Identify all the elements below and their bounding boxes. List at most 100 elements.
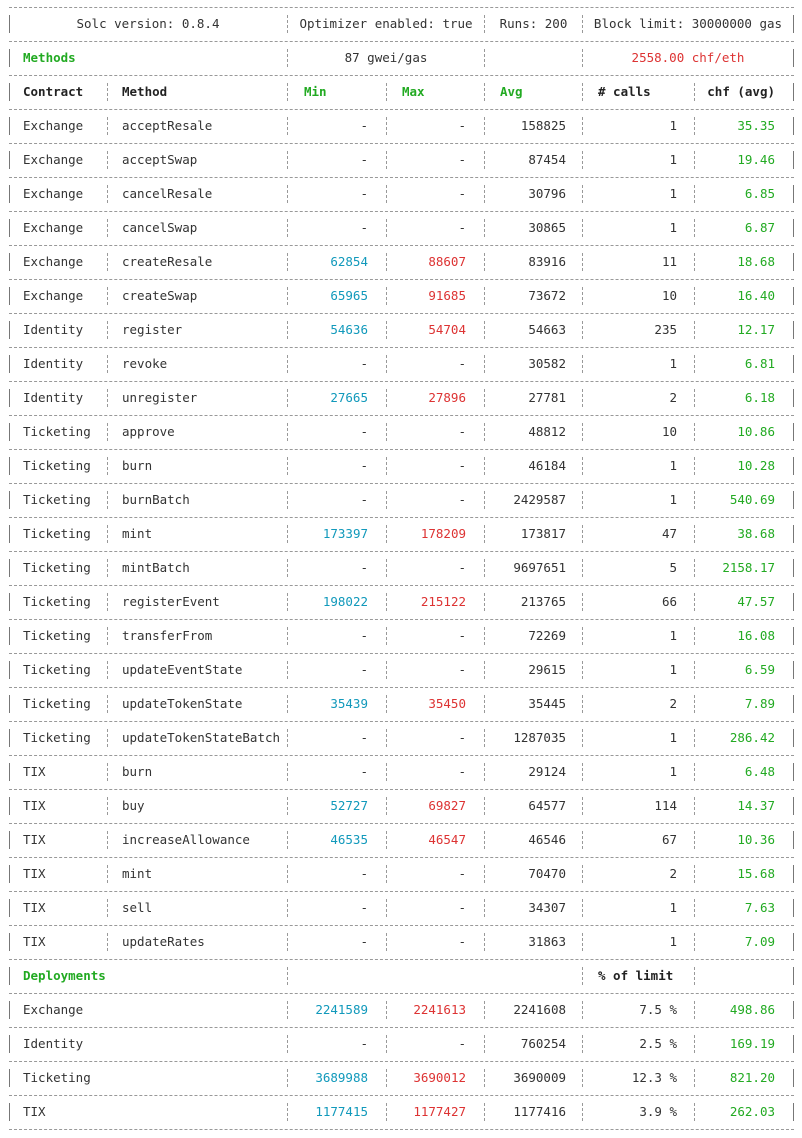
avg-gas: 46184: [528, 458, 566, 473]
contract-name: Exchange: [23, 1002, 84, 1017]
column-divider: [694, 933, 695, 951]
row-divider: [9, 551, 794, 552]
column-divider: [484, 457, 485, 475]
column-divider: [107, 797, 108, 815]
max-gas: -: [458, 866, 466, 881]
column-divider: [287, 661, 288, 679]
column-divider: [287, 695, 288, 713]
method-name: registerEvent: [122, 594, 220, 609]
column-divider: [287, 389, 288, 407]
avg-gas: 29124: [528, 764, 566, 779]
column-divider: [287, 967, 288, 985]
methods-section-row: Methods 87 gwei/gas 2558.00 chf/eth: [0, 41, 802, 75]
avg-cost: 16.40: [737, 288, 775, 303]
row-divider: [9, 177, 794, 178]
column-divider: [582, 763, 583, 781]
column-divider: [107, 321, 108, 339]
column-divider: [386, 389, 387, 407]
column-divider: [107, 389, 108, 407]
max-gas: 215122: [420, 594, 466, 609]
contract-name: Exchange: [23, 254, 84, 269]
column-divider: [484, 933, 485, 951]
max-gas: -: [458, 560, 466, 575]
row-divider: [9, 347, 794, 348]
table-row: Identity revoke - - 30582 1 6.81: [0, 347, 802, 381]
row-divider: [9, 687, 794, 688]
column-divider: [694, 627, 695, 645]
column-divider: [287, 627, 288, 645]
column-divider: [287, 253, 288, 271]
column-divider: [484, 661, 485, 679]
avg-gas: 83916: [528, 254, 566, 269]
call-count: 1: [669, 458, 677, 473]
contract-name: Identity: [23, 356, 84, 371]
min-gas: -: [360, 492, 368, 507]
column-divider: [386, 253, 387, 271]
min-gas: -: [360, 356, 368, 371]
max-gas: -: [458, 118, 466, 133]
right-border: [793, 593, 794, 611]
min-gas: -: [360, 628, 368, 643]
method-name: cancelSwap: [122, 220, 198, 235]
column-divider: [582, 355, 583, 373]
column-divider: [484, 1035, 485, 1053]
row-divider: [9, 381, 794, 382]
avg-gas: 1177416: [513, 1104, 566, 1119]
max-gas: 88607: [428, 254, 466, 269]
left-border: [9, 661, 10, 679]
avg-cost: 10.86: [737, 424, 775, 439]
table-row: Exchange cancelResale - - 30796 1 6.85: [0, 177, 802, 211]
row-divider: [9, 823, 794, 824]
row-divider: [9, 415, 794, 416]
call-count: 1: [669, 900, 677, 915]
left-border: [9, 117, 10, 135]
column-divider: [582, 185, 583, 203]
column-divider: [484, 899, 485, 917]
column-divider: [287, 763, 288, 781]
max-gas: -: [458, 1036, 466, 1051]
column-divider: [582, 525, 583, 543]
column-divider: [107, 219, 108, 237]
deployments-section-row: Deployments % of limit: [0, 959, 802, 993]
left-border: [9, 865, 10, 883]
table-row: Exchange acceptSwap - - 87454 1 19.46: [0, 143, 802, 177]
column-divider: [484, 1001, 485, 1019]
column-divider: [107, 695, 108, 713]
right-border: [793, 1103, 794, 1121]
left-border: [9, 1001, 10, 1019]
contract-name: Exchange: [23, 186, 84, 201]
column-divider: [107, 117, 108, 135]
left-border: [9, 593, 10, 611]
contract-name: Exchange: [23, 288, 84, 303]
column-divider: [386, 423, 387, 441]
column-divider: [107, 185, 108, 203]
column-divider: [582, 661, 583, 679]
column-divider: [694, 729, 695, 747]
row-divider: [9, 857, 794, 858]
avg-gas: 29615: [528, 662, 566, 677]
column-divider: [484, 525, 485, 543]
column-divider: [386, 1001, 387, 1019]
method-name: createSwap: [122, 288, 198, 303]
left-border: [9, 627, 10, 645]
limit-header: % of limit: [598, 968, 674, 983]
right-border: [793, 253, 794, 271]
table-row: Ticketing burnBatch - - 2429587 1 540.69: [0, 483, 802, 517]
right-border: [793, 15, 794, 33]
row-divider: [9, 279, 794, 280]
table-row: TIX burn - - 29124 1 6.48: [0, 755, 802, 789]
column-divider: [484, 423, 485, 441]
column-divider: [386, 457, 387, 475]
avg-gas: 173817: [520, 526, 566, 541]
column-divider: [694, 117, 695, 135]
call-count: 1: [669, 118, 677, 133]
right-border: [793, 49, 794, 67]
contract-name: TIX: [23, 1104, 46, 1119]
left-border: [9, 1069, 10, 1087]
left-border: [9, 525, 10, 543]
table-row: Exchange createResale 62854 88607 83916 11 18.…: [0, 245, 802, 279]
right-border: [793, 831, 794, 849]
contract-name: TIX: [23, 934, 46, 949]
max-gas: -: [458, 628, 466, 643]
column-divider: [287, 491, 288, 509]
